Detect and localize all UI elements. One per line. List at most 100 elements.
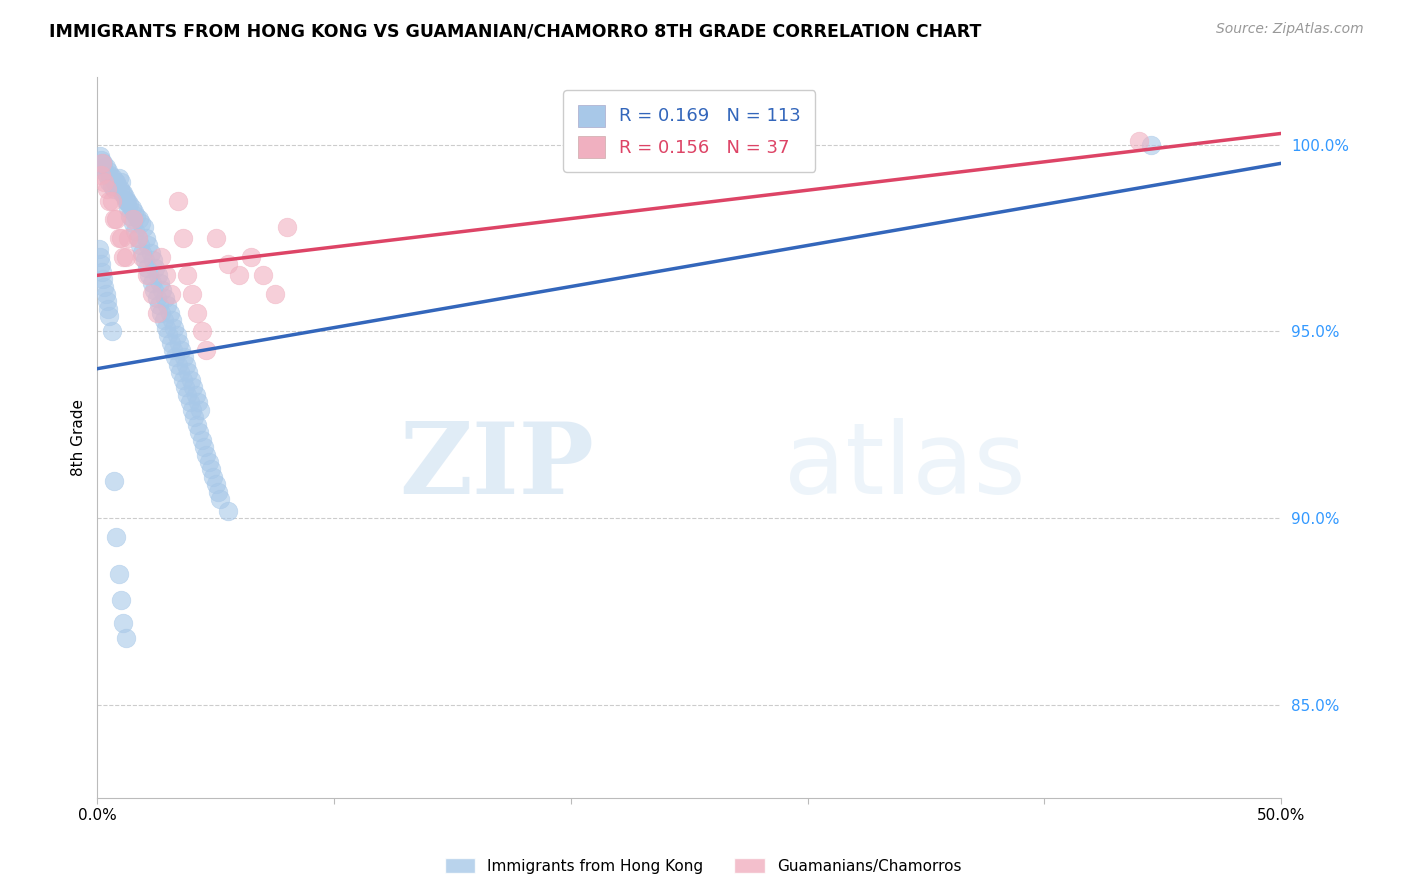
Point (97, 301, 120, 316)
Point (139, 246, 162, 260)
Point (135, 231, 157, 245)
Point (136, 268, 159, 283)
Point (134, 253, 156, 268)
Point (276, 219, 298, 234)
Point (204, 231, 226, 245)
Point (98, 310, 121, 324)
Legend: R = 0.169   N = 113, R = 0.156   N = 37: R = 0.169 N = 113, R = 0.156 N = 37 (564, 90, 815, 172)
Point (100, 168, 122, 182)
Point (96, 168, 118, 182)
Point (166, 328, 188, 343)
Point (176, 388, 198, 402)
Point (190, 433, 212, 447)
Point (107, 178, 129, 193)
Point (131, 246, 153, 260)
Text: ZIP: ZIP (399, 418, 595, 515)
Text: Source: ZipAtlas.com: Source: ZipAtlas.com (1216, 22, 1364, 37)
Point (114, 190, 136, 204)
Point (100, 178, 122, 193)
Point (91, 156, 114, 170)
Point (105, 175, 128, 189)
Point (181, 380, 204, 394)
Point (94, 160, 117, 174)
Point (146, 268, 169, 283)
Point (98, 175, 121, 189)
Point (170, 343, 193, 357)
Point (96, 182, 118, 196)
Point (105, 212, 128, 227)
Point (217, 257, 239, 271)
Point (111, 186, 134, 201)
Point (155, 268, 177, 283)
Point (127, 231, 149, 245)
Point (132, 219, 155, 234)
Point (105, 530, 128, 544)
Point (108, 182, 131, 196)
Point (141, 276, 163, 290)
Point (136, 260, 159, 275)
Point (142, 253, 165, 268)
Point (145, 291, 167, 305)
Point (264, 287, 287, 301)
Point (100, 324, 122, 338)
Point (166, 194, 188, 208)
Point (180, 373, 202, 387)
Point (129, 238, 152, 252)
Point (157, 328, 180, 343)
Point (112, 250, 135, 264)
Point (136, 238, 159, 252)
Point (179, 395, 201, 409)
Point (91, 272, 114, 286)
Point (207, 484, 229, 499)
Point (141, 287, 163, 301)
Point (107, 231, 129, 245)
Point (200, 462, 222, 476)
Point (100, 194, 122, 208)
Point (167, 335, 190, 350)
Point (97, 163, 120, 178)
Point (107, 567, 129, 582)
Point (131, 250, 153, 264)
Point (162, 343, 184, 357)
Point (143, 283, 166, 297)
Point (121, 216, 143, 230)
Point (145, 306, 167, 320)
Point (110, 231, 132, 245)
Point (252, 268, 274, 283)
Point (1140, 137, 1163, 152)
Point (172, 373, 194, 387)
Text: IMMIGRANTS FROM HONG KONG VS GUAMANIAN/CHAMORRO 8TH GRADE CORRELATION CHART: IMMIGRANTS FROM HONG KONG VS GUAMANIAN/C… (49, 22, 981, 40)
Point (104, 175, 127, 189)
Point (188, 402, 211, 417)
Point (122, 205, 145, 219)
Point (152, 313, 174, 327)
Point (90, 257, 112, 271)
Legend: Immigrants from Hong Kong, Guamanians/Chamorros: Immigrants from Hong Kong, Guamanians/Ch… (439, 852, 967, 880)
Point (114, 194, 136, 208)
Point (150, 250, 173, 264)
Point (160, 313, 183, 327)
Point (149, 276, 172, 290)
Point (197, 455, 219, 469)
Point (188, 425, 211, 439)
Point (193, 440, 215, 454)
Point (112, 186, 135, 201)
Point (202, 470, 225, 484)
Point (166, 358, 188, 372)
Point (1128, 134, 1150, 148)
Point (181, 287, 204, 301)
Y-axis label: 8th Grade: 8th Grade (72, 400, 86, 476)
Point (115, 194, 138, 208)
Point (204, 477, 226, 491)
Point (91, 156, 114, 170)
Point (127, 231, 149, 245)
Point (120, 209, 142, 223)
Point (187, 395, 209, 409)
Point (110, 593, 132, 607)
Point (93, 175, 115, 189)
Point (128, 212, 150, 227)
Point (150, 306, 173, 320)
Point (89, 250, 111, 264)
Point (103, 212, 125, 227)
Point (177, 366, 200, 380)
